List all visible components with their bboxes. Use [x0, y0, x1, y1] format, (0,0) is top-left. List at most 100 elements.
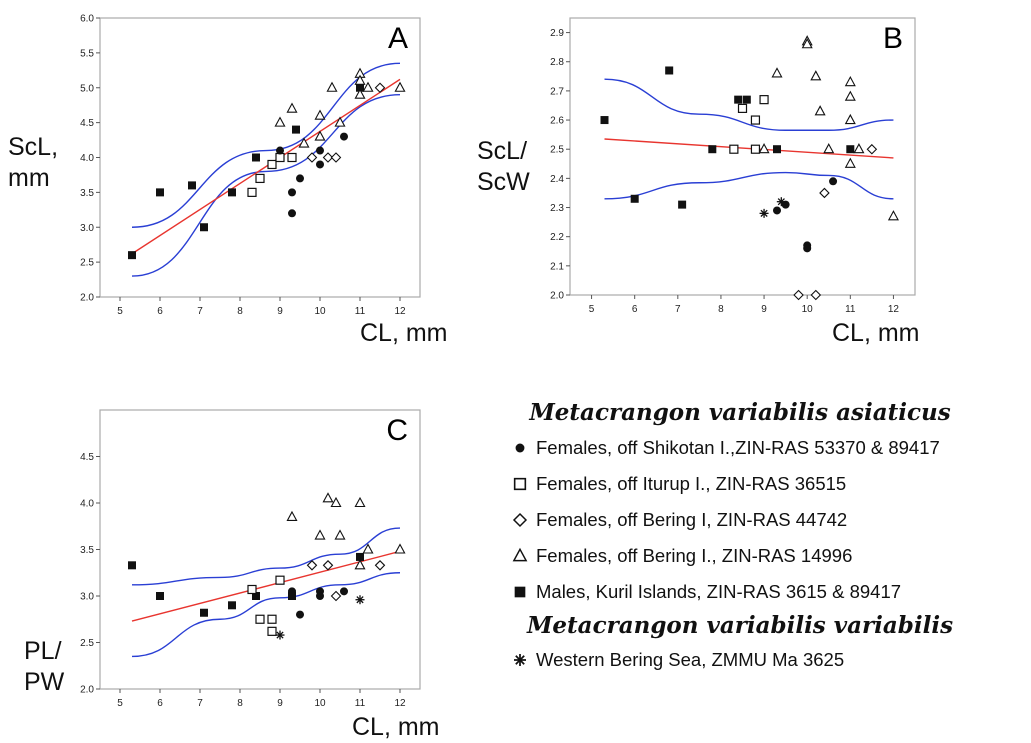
- data-point: [200, 609, 208, 617]
- data-point: [228, 601, 236, 609]
- data-point: [188, 181, 196, 189]
- data-point: [288, 209, 296, 217]
- data-point: [316, 160, 324, 168]
- y-axis-label-c: PL/ PW: [24, 636, 64, 698]
- x-tick-label: 7: [197, 306, 203, 317]
- data-point: [889, 211, 898, 220]
- y-tick-label: 4.5: [80, 118, 94, 129]
- data-point: [829, 177, 837, 185]
- x-tick-label: 5: [117, 698, 123, 709]
- data-point: [665, 66, 673, 74]
- y-tick-label: 2.8: [550, 57, 564, 68]
- x-axis-label-c: CL, mm: [352, 712, 440, 743]
- data-point: [772, 68, 781, 77]
- data-point: [268, 160, 276, 168]
- data-point: [156, 592, 164, 600]
- data-point: [248, 188, 256, 196]
- legend-marker: [514, 654, 526, 666]
- data-point: [156, 188, 164, 196]
- x-tick-label: 11: [355, 306, 366, 317]
- y-tick-label: 2.0: [80, 293, 94, 304]
- y-tick-label: 4.0: [80, 153, 94, 164]
- data-point: [128, 251, 136, 259]
- data-point: [316, 147, 324, 155]
- y-tick-label: 2.1: [550, 261, 564, 272]
- data-point: [846, 115, 855, 124]
- data-point: [256, 615, 264, 623]
- data-point: [734, 96, 742, 104]
- panel-letter: C: [386, 414, 408, 447]
- data-point: [276, 154, 284, 162]
- y-tick-label: 2.4: [550, 174, 564, 185]
- legend-marker: [516, 444, 525, 453]
- y-tick-label: 4.5: [80, 452, 94, 463]
- y-axis-label-b: ScL/ ScW: [477, 136, 530, 198]
- data-point: [332, 153, 341, 162]
- data-point: [276, 631, 285, 640]
- scatter-plot-b: 5 6 7 8 9 10 11 12 2.0 2.1 2.2 2.3 2.4 2.5 2.6 2.7 2.8 2.…: [562, 16, 922, 306]
- data-point: [268, 615, 276, 623]
- panel-letter: A: [388, 22, 408, 55]
- data-point: [316, 592, 324, 600]
- data-point: [276, 576, 284, 584]
- data-point: [846, 77, 855, 86]
- data-point: [395, 83, 404, 92]
- data-point: [759, 144, 768, 153]
- x-tick-label: 6: [632, 304, 638, 315]
- data-point: [846, 92, 855, 101]
- data-point: [327, 83, 336, 92]
- y-tick-label: 6.0: [80, 14, 94, 25]
- confidence-band-lower: [132, 573, 400, 657]
- data-points: [601, 36, 899, 299]
- data-point: [200, 223, 208, 231]
- y-tick-label: 5.5: [80, 48, 94, 59]
- x-axis-label-a: CL, mm: [360, 318, 448, 349]
- filled-square-icon: [510, 582, 530, 602]
- data-point: [811, 71, 820, 80]
- x-tick-label: 6: [157, 698, 163, 709]
- data-point: [395, 545, 404, 554]
- data-point: [128, 561, 136, 569]
- confidence-band-lower: [605, 173, 894, 199]
- legend-entry-label: Females, off Shikotan I.,ZIN-RAS 53370 &…: [536, 437, 940, 459]
- scatter-plot-c: 5 6 7 8 9 10 11 12 2.0 2.5 3.0 3.5 4.0 4.5 C: [92, 408, 432, 698]
- legend-entry-label: Females, off Iturup I., ZIN-RAS 36515: [536, 473, 846, 495]
- data-point: [867, 145, 876, 154]
- x-tick-label: 10: [314, 698, 326, 709]
- y-tick-label: 2.0: [550, 291, 564, 302]
- data-point: [739, 104, 747, 112]
- data-point: [288, 188, 296, 196]
- legend-entry: Females, off Bering I., ZIN-RAS 14996: [510, 538, 1025, 574]
- data-point: [332, 592, 341, 601]
- data-point: [287, 512, 296, 521]
- x-tick-label: 5: [117, 306, 123, 317]
- y-tick-label: 2.3: [550, 203, 564, 214]
- x-tick-label: 6: [157, 306, 163, 317]
- data-point: [287, 104, 296, 113]
- legend-entry: Females, off Shikotan I.,ZIN-RAS 53370 &…: [510, 430, 1025, 466]
- y-tick-label: 2.5: [80, 258, 94, 269]
- x-tick-label: 11: [845, 304, 856, 315]
- data-point: [288, 587, 296, 595]
- legend-entry-label: Males, Kuril Islands, ZIN-RAS 3615 & 894…: [536, 581, 901, 603]
- data-point: [811, 291, 820, 300]
- y-tick-label: 3.5: [80, 188, 94, 199]
- asterisk-icon: [510, 650, 530, 670]
- open-diamond-icon: [510, 510, 530, 530]
- legend-entry: Females, off Bering I, ZIN-RAS 44742: [510, 502, 1025, 538]
- y-tick-label: 2.5: [80, 638, 94, 649]
- plot-frame: [100, 410, 420, 689]
- data-point: [854, 144, 863, 153]
- data-point: [356, 595, 365, 604]
- data-point: [751, 145, 759, 153]
- data-point: [340, 133, 348, 141]
- data-point: [794, 291, 803, 300]
- y-tick-label: 3.5: [80, 545, 94, 556]
- legend-entry-label: Females, off Bering I., ZIN-RAS 14996: [536, 545, 852, 567]
- data-point: [803, 244, 811, 252]
- legend-entry-label: Females, off Bering I, ZIN-RAS 44742: [536, 509, 847, 531]
- data-point: [276, 147, 284, 155]
- data-point: [323, 493, 332, 502]
- data-point: [324, 561, 333, 570]
- data-points: [128, 493, 405, 639]
